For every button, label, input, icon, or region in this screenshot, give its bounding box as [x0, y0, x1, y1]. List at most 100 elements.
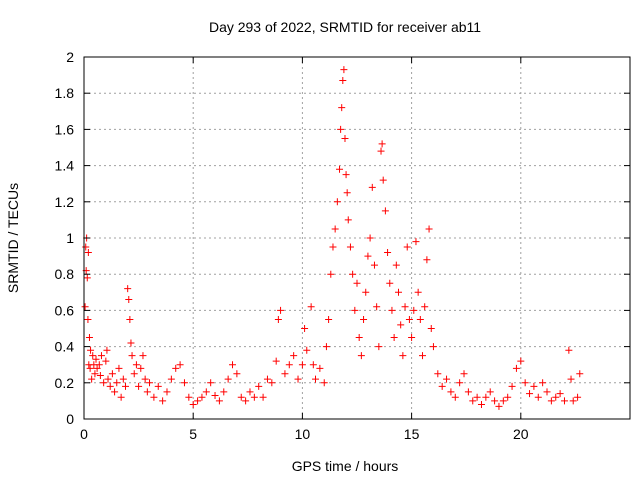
data-point: [327, 270, 335, 278]
data-point: [360, 315, 368, 323]
data-point: [159, 397, 167, 405]
data-point: [96, 372, 104, 380]
data-point: [93, 364, 101, 372]
data-point: [344, 216, 352, 224]
data-point: [460, 370, 468, 378]
data-point: [408, 334, 416, 342]
data-point: [425, 225, 433, 233]
data-point: [569, 397, 577, 405]
data-point: [384, 248, 392, 256]
data-point: [139, 352, 147, 360]
data-point: [337, 125, 345, 133]
data-point: [447, 388, 455, 396]
y-tick-label: 2: [66, 49, 74, 65]
data-point: [207, 379, 215, 387]
data-point: [401, 303, 409, 311]
data-point: [124, 285, 132, 293]
data-point: [303, 346, 311, 354]
data-point: [92, 355, 100, 363]
data-point: [111, 388, 119, 396]
data-point: [378, 140, 386, 148]
data-point: [320, 379, 328, 387]
data-point: [576, 370, 584, 378]
data-point: [429, 343, 437, 351]
data-point: [390, 334, 398, 342]
data-point: [556, 390, 564, 398]
data-point: [211, 391, 219, 399]
data-point: [250, 393, 258, 401]
y-tick-label: 0.8: [55, 266, 75, 282]
data-point: [146, 379, 154, 387]
data-point: [301, 325, 309, 332]
data-point: [338, 104, 346, 112]
data-point: [113, 379, 121, 387]
y-tick-label: 1.8: [55, 85, 75, 101]
x-tick-label: 20: [513, 426, 529, 442]
data-point: [397, 321, 405, 329]
y-tick-label: 1: [66, 230, 74, 246]
data-point: [189, 401, 197, 409]
data-point: [194, 397, 202, 405]
data-point: [307, 303, 315, 311]
data-point: [379, 176, 387, 184]
y-tick-label: 0.6: [55, 302, 75, 318]
data-point: [477, 401, 485, 409]
data-point: [167, 375, 175, 383]
data-point: [130, 370, 138, 378]
data-point: [451, 393, 459, 401]
y-axis-label: SRMTID / TECUs: [5, 183, 21, 293]
data-point: [87, 346, 95, 354]
data-point: [103, 346, 111, 354]
data-point: [154, 382, 162, 390]
data-point: [534, 393, 542, 401]
data-point: [95, 361, 103, 369]
y-tick-label: 0: [66, 411, 74, 427]
data-point: [135, 382, 143, 390]
data-point: [517, 357, 525, 365]
data-point: [85, 334, 93, 342]
y-tick-label: 0.2: [55, 375, 75, 391]
data-point: [355, 334, 363, 342]
data-point: [81, 303, 89, 311]
data-point: [357, 352, 365, 360]
data-point: [325, 315, 333, 323]
data-point: [351, 306, 359, 314]
data-point: [381, 207, 389, 215]
data-point: [499, 397, 507, 405]
data-point: [419, 352, 427, 360]
data-point: [100, 379, 108, 387]
data-point: [421, 303, 429, 311]
data-point: [340, 66, 348, 74]
data-point: [88, 375, 96, 383]
data-point: [224, 375, 232, 383]
data-point: [530, 382, 538, 390]
data-point: [237, 393, 245, 401]
data-point: [102, 357, 110, 365]
data-point: [339, 77, 347, 85]
data-point: [543, 388, 551, 396]
data-point: [567, 375, 575, 383]
x-tick-label: 10: [295, 426, 311, 442]
data-point: [119, 375, 127, 383]
data-point: [176, 361, 184, 369]
data-point: [469, 397, 477, 405]
data-point: [127, 339, 135, 347]
data-point: [277, 306, 285, 314]
data-point: [386, 279, 394, 287]
data-point: [405, 315, 413, 323]
data-point: [373, 303, 381, 311]
data-point: [83, 274, 91, 282]
data-point: [229, 361, 237, 369]
data-point: [309, 361, 317, 369]
data-point: [263, 375, 271, 383]
data-point: [486, 388, 494, 396]
data-point: [137, 364, 145, 372]
data-point: [423, 256, 431, 264]
data-point: [412, 238, 420, 246]
data-point: [329, 243, 337, 251]
data-point: [220, 388, 228, 396]
data-point: [163, 388, 171, 396]
data-point: [547, 397, 555, 405]
data-point: [464, 388, 472, 396]
